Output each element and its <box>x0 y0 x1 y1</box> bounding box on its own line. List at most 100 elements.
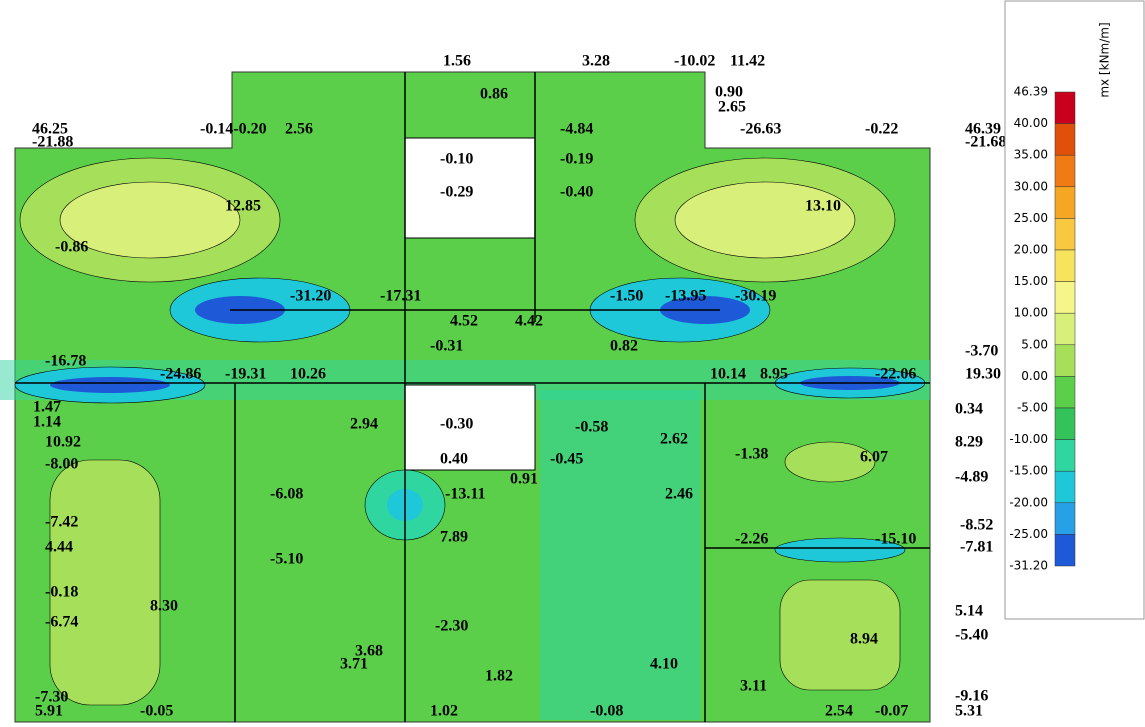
value-label: -7.30 <box>35 689 68 706</box>
legend-level: 40.00 <box>1014 116 1048 130</box>
value-label: 2.65 <box>718 99 746 116</box>
legend-swatch <box>1054 439 1076 472</box>
value-label: -0.08 <box>590 703 623 720</box>
legend-level: -15.00 <box>1009 464 1048 478</box>
contour <box>49 459 161 706</box>
value-label: -16.78 <box>45 353 86 370</box>
value-label: -26.63 <box>740 121 781 138</box>
value-label: 4.44 <box>45 539 73 556</box>
value-label: -0.10 <box>440 151 473 168</box>
value-label: 5.91 <box>35 703 63 720</box>
legend-swatch <box>1054 281 1076 314</box>
value-label: -3.70 <box>965 343 998 360</box>
legend-swatch <box>1054 312 1076 346</box>
contour-plot <box>0 71 931 723</box>
value-label: 8.29 <box>955 434 983 451</box>
value-label: 19.30 <box>965 366 1001 383</box>
value-label: 13.10 <box>805 198 841 215</box>
value-label: -15.10 <box>875 531 916 548</box>
value-label: -6.08 <box>270 486 303 503</box>
legend-swatch <box>1054 249 1076 282</box>
value-label: -8.00 <box>45 456 78 473</box>
value-label: 5.31 <box>955 703 983 720</box>
value-label: -0.14-0.20 <box>200 121 267 138</box>
value-label: 1.56 <box>443 53 471 70</box>
value-label: -30.19 <box>735 288 776 305</box>
legend-swatch <box>1054 186 1076 219</box>
legend-level: -25.00 <box>1009 527 1048 541</box>
value-label: -4.89 <box>955 469 988 486</box>
value-label: -9.16 <box>955 688 988 705</box>
legend-swatch <box>1054 218 1076 251</box>
value-label: 0.90 <box>715 84 743 101</box>
legend-level: 5.00 <box>1021 337 1048 351</box>
opening <box>404 384 536 471</box>
value-label: 5.14 <box>955 603 983 620</box>
value-label: 1.14 <box>33 414 61 431</box>
value-label: -0.31 <box>430 338 463 355</box>
value-label: -21.88 <box>32 134 73 151</box>
legend: mx [kNm/m] 46.39 40.00 35.00 30.00 25.00 20.0… <box>1004 0 1145 620</box>
value-label: -1.50 <box>610 288 643 305</box>
legend-swatch <box>1054 344 1076 377</box>
value-label: -0.45 <box>550 451 583 468</box>
value-label: 3.11 <box>740 678 767 695</box>
value-label: 10.14 <box>710 366 746 383</box>
value-label: 2.56 <box>285 121 313 138</box>
value-label: -7.81 <box>960 539 993 556</box>
value-label: 3.28 <box>582 53 610 70</box>
value-label: 2.94 <box>350 416 378 433</box>
legend-level: -20.00 <box>1009 495 1048 509</box>
value-label: -0.22 <box>865 121 898 138</box>
value-label: 8.30 <box>150 598 178 615</box>
value-label: -21.68 <box>965 134 1006 151</box>
value-label: -4.84 <box>560 121 593 138</box>
value-label: -7.42 <box>45 514 78 531</box>
value-label: -0.30 <box>440 416 473 433</box>
value-label: 0.34 <box>955 401 983 418</box>
value-label: -13.11 <box>445 486 485 503</box>
value-label: -0.86 <box>55 239 88 256</box>
legend-swatch <box>1054 534 1076 567</box>
value-label: -17.31 <box>380 288 421 305</box>
legend-swatch <box>1054 91 1076 124</box>
value-label: 1.82 <box>485 668 513 685</box>
value-label: 1.02 <box>430 703 458 720</box>
value-label: -13.95 <box>665 288 706 305</box>
contour <box>774 537 906 563</box>
legend-level: -31.20 <box>1009 559 1048 573</box>
value-label: 4.10 <box>650 656 678 673</box>
value-label: 0.82 <box>610 338 638 355</box>
legend-level: 20.00 <box>1014 243 1048 257</box>
value-label: -0.40 <box>560 184 593 201</box>
value-label: -0.05 <box>140 703 173 720</box>
value-label: 10.26 <box>290 366 326 383</box>
legend-level: 10.00 <box>1014 306 1048 320</box>
value-label: -0.19 <box>560 151 593 168</box>
legend-level: 35.00 <box>1014 148 1048 162</box>
value-label: 8.94 <box>850 631 878 648</box>
legend-title: mx [kNm/m] <box>1098 22 1112 97</box>
value-label: -0.58 <box>575 419 608 436</box>
value-label: 8.95 <box>760 366 788 383</box>
value-label: -1.38 <box>735 446 768 463</box>
value-label: 0.86 <box>480 86 508 103</box>
legend-swatch <box>1054 376 1076 409</box>
value-labels: 46.25-21.88 -0.14-0.20 2.56 1.56 3.28 -10.02 1… <box>32 53 1006 720</box>
legend-swatch <box>1054 407 1076 440</box>
value-label: 3.71 <box>340 656 368 673</box>
value-label: -8.52 <box>960 517 993 534</box>
value-label: 1.47 <box>33 399 61 416</box>
value-label: 46.25 <box>32 121 68 138</box>
value-label: 10.92 <box>45 434 81 451</box>
value-label: -0.29 <box>440 184 473 201</box>
legend-level: -5.00 <box>1017 401 1048 415</box>
legend-level: 25.00 <box>1014 211 1048 225</box>
legend-swatch <box>1054 470 1076 504</box>
value-label: 7.89 <box>440 529 468 546</box>
contour <box>784 441 876 483</box>
value-label: -10.02 <box>674 53 715 70</box>
value-label: -22.06 <box>875 366 916 383</box>
contour <box>50 377 170 393</box>
